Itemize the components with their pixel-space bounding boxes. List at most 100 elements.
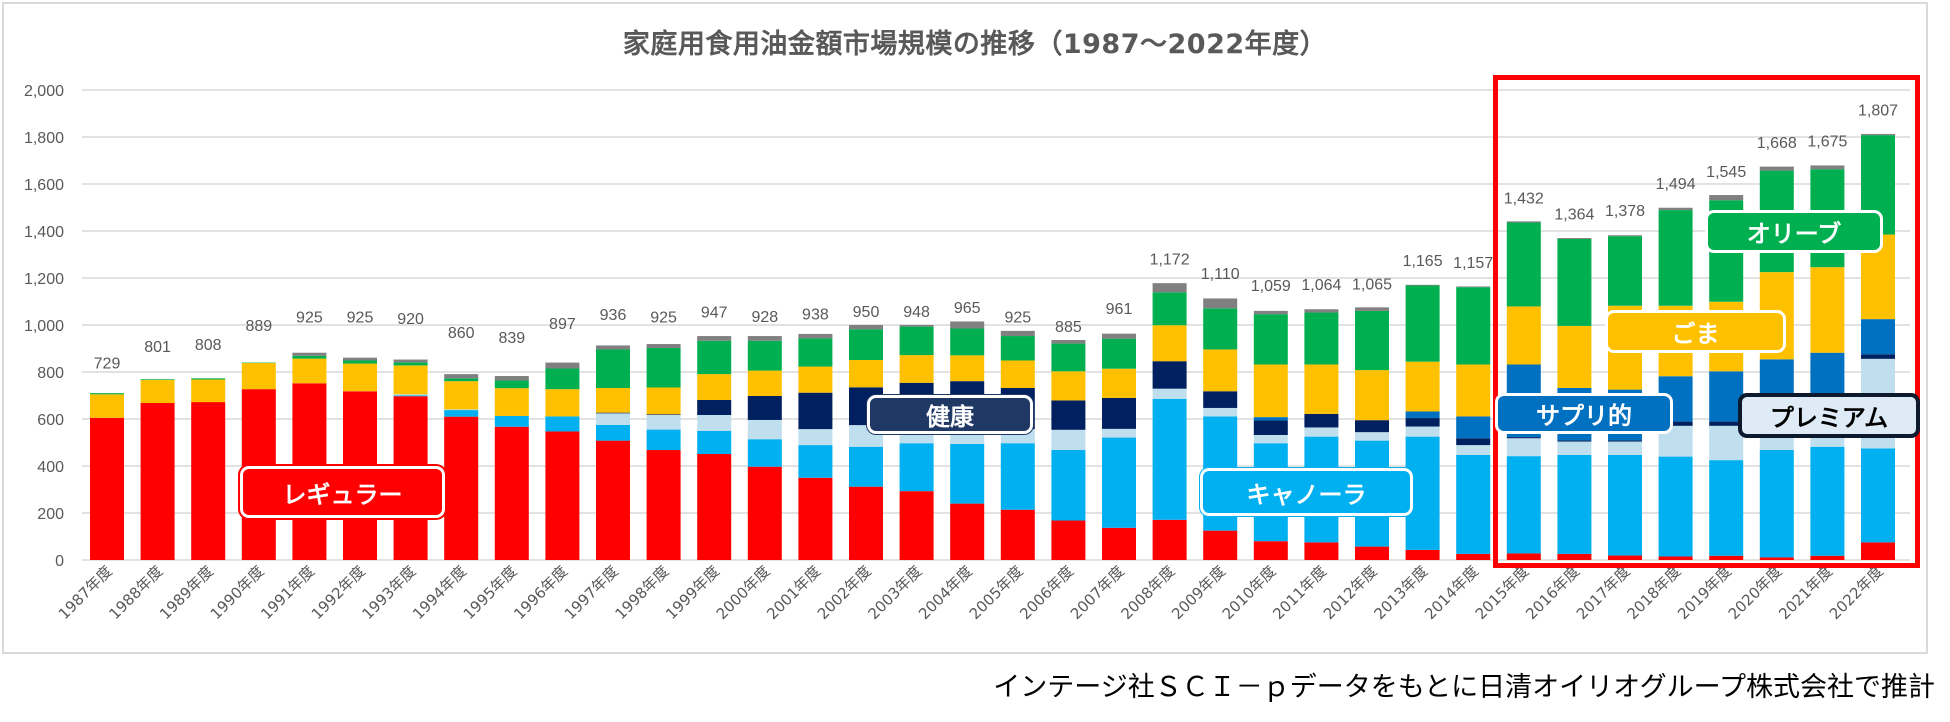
total-value-label: 839 — [498, 330, 525, 347]
bar-stack — [1253, 310, 1288, 560]
bar-segment — [1102, 368, 1136, 398]
y-tick-label: 200 — [37, 506, 64, 523]
total-value-label: 1,364 — [1554, 206, 1594, 223]
bar-segment — [1253, 310, 1288, 315]
total-value-label: 925 — [1004, 310, 1031, 327]
bar-segment — [798, 366, 833, 393]
bar-segment — [646, 387, 681, 415]
callout-premium: プレミアム — [1738, 393, 1920, 438]
total-value-label: 925 — [347, 310, 374, 327]
bar-segment — [596, 412, 630, 414]
bar-segment — [191, 402, 226, 560]
bar-segment — [1658, 207, 1693, 211]
bar-segment — [747, 370, 782, 396]
bar-segment — [899, 491, 934, 560]
bar-stack — [1102, 333, 1136, 560]
bar-segment — [950, 503, 985, 560]
total-value-label: 1,378 — [1605, 203, 1645, 220]
x-tick-label: 2000年度 — [713, 562, 774, 623]
bar-segment — [191, 378, 226, 380]
bar-stack — [747, 336, 782, 560]
total-value-label: 961 — [1106, 301, 1133, 318]
bar-segment — [1861, 448, 1895, 543]
bar-segment — [1152, 388, 1187, 399]
callout-supplement: サプリ的 — [1495, 393, 1673, 434]
bar-segment — [1304, 542, 1339, 560]
bar-segment — [1456, 364, 1491, 417]
bar-segment — [1000, 330, 1035, 337]
bars — [90, 133, 1895, 560]
bar-segment — [1506, 306, 1541, 365]
x-tick-label: 2014年度 — [1421, 562, 1482, 623]
bar-segment — [1051, 400, 1086, 430]
bar-segment — [1456, 454, 1491, 554]
bar-segment — [849, 360, 883, 388]
bar-segment — [292, 358, 327, 384]
y-tick-label: 2,000 — [24, 83, 64, 100]
bar-segment — [1759, 557, 1794, 560]
bar-segment — [393, 395, 428, 397]
total-value-label: 947 — [701, 304, 728, 321]
bar-stack — [1000, 330, 1035, 560]
total-value-label: 950 — [853, 304, 880, 321]
x-tick-label: 2013年度 — [1370, 562, 1431, 623]
x-tick-label: 2003年度 — [864, 562, 925, 623]
bar-segment — [697, 336, 732, 341]
bar-segment — [1506, 221, 1541, 223]
bar-segment — [1557, 325, 1592, 388]
bar-stack — [545, 362, 580, 560]
bar-segment — [1253, 420, 1288, 435]
bar-segment — [798, 333, 833, 339]
bar-segment — [444, 409, 479, 411]
bar-stack — [494, 375, 529, 560]
bar-segment — [1152, 519, 1187, 560]
bar-segment — [950, 328, 985, 356]
bar-segment — [1253, 417, 1288, 421]
x-tick-label: 2010年度 — [1219, 562, 1280, 623]
bar-segment — [1102, 333, 1136, 339]
x-tick-label: 2004年度 — [915, 562, 976, 623]
x-tick-label: 2017年度 — [1573, 562, 1634, 623]
bar-segment — [1304, 427, 1339, 437]
callout-sesame: ごま — [1605, 310, 1786, 353]
bar-segment — [1102, 527, 1136, 560]
bar-segment — [545, 389, 580, 417]
bar-segment — [1810, 267, 1845, 353]
bar-segment — [1203, 298, 1238, 309]
y-tick-label: 1,600 — [24, 177, 64, 194]
x-tick-label: 2021年度 — [1775, 562, 1836, 623]
bar-segment — [1152, 325, 1187, 362]
bar-segment — [140, 403, 175, 560]
bar-segment — [444, 381, 479, 410]
total-value-label: 1,110 — [1201, 266, 1240, 283]
y-tick-label: 1,200 — [24, 271, 64, 288]
bar-segment — [1810, 165, 1845, 170]
x-tick-label: 2008年度 — [1117, 562, 1178, 623]
bar-segment — [1253, 364, 1288, 418]
bar-segment — [1709, 421, 1744, 426]
bar-stack — [1203, 298, 1238, 560]
bar-segment — [1253, 434, 1288, 444]
bar-segment — [1000, 336, 1035, 361]
bar-segment — [1152, 398, 1187, 520]
bar-segment — [1355, 546, 1389, 560]
callout-health-text: 健康 — [926, 403, 974, 431]
bar-segment — [798, 477, 833, 560]
bar-segment — [1709, 460, 1744, 556]
bar-segment — [1405, 549, 1440, 560]
bar-segment — [646, 344, 681, 349]
bar-segment — [747, 395, 782, 420]
x-tick-label: 2020年度 — [1725, 562, 1786, 623]
bar-segment — [1051, 343, 1086, 372]
bar-segment — [1203, 407, 1238, 417]
bar-segment — [1102, 338, 1136, 369]
x-tick-label: 1989年度 — [156, 562, 217, 623]
bar-segment — [1102, 428, 1136, 438]
bar-segment — [1810, 446, 1845, 556]
bar-segment — [1506, 222, 1541, 307]
total-value-label: 1,165 — [1403, 253, 1443, 270]
bar-stack — [798, 333, 833, 560]
x-tick-label: 1994年度 — [409, 562, 470, 623]
bar-segment — [1304, 413, 1339, 428]
bar-segment — [1203, 349, 1238, 392]
